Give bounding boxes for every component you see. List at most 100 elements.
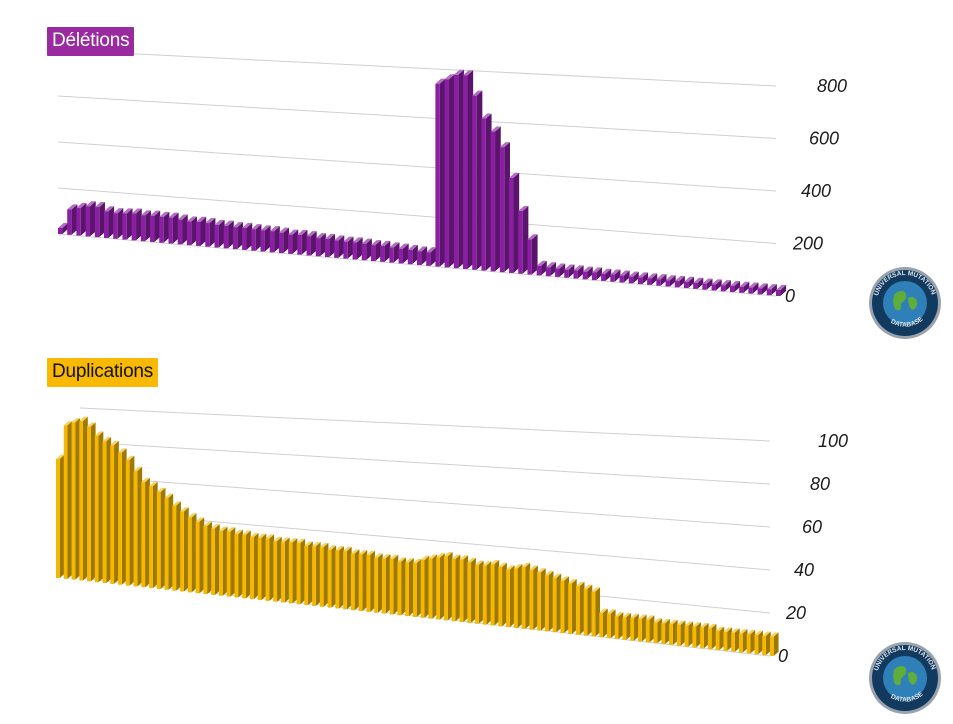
- bar-front: [361, 243, 367, 261]
- bar-front: [380, 245, 385, 262]
- bar-side: [71, 204, 78, 235]
- bar-side: [246, 222, 253, 250]
- bar-front: [426, 252, 431, 266]
- bar-side: [679, 276, 685, 288]
- bar-front: [738, 633, 743, 653]
- bar-side: [154, 210, 161, 242]
- bar-side: [310, 231, 317, 256]
- bar-front: [560, 580, 565, 634]
- bar-side: [264, 225, 271, 252]
- bar-side: [447, 551, 453, 621]
- gridline: [57, 187, 777, 244]
- bar-side: [541, 260, 547, 276]
- bar-top: [159, 211, 170, 217]
- bar-top: [739, 281, 750, 287]
- bar: [599, 608, 608, 638]
- bar-top: [731, 628, 740, 633]
- bar: [702, 278, 713, 290]
- bar: [297, 229, 308, 255]
- bar: [720, 280, 731, 292]
- bar-front: [453, 74, 459, 269]
- bar: [250, 532, 259, 600]
- bar: [509, 172, 520, 273]
- bar: [564, 264, 575, 278]
- bar: [186, 216, 197, 246]
- bar: [638, 614, 647, 642]
- bar-top: [172, 501, 181, 506]
- bar: [568, 579, 577, 634]
- bar-top: [645, 615, 655, 620]
- bar-front: [645, 619, 650, 643]
- bar-top: [665, 275, 676, 281]
- bar-side: [449, 74, 455, 268]
- bar-top: [232, 222, 244, 228]
- bar-front: [122, 213, 127, 240]
- bar-top: [757, 283, 768, 289]
- bar-side: [222, 526, 228, 596]
- bar-top: [315, 233, 326, 239]
- bar: [669, 619, 678, 645]
- bar-top: [319, 542, 329, 548]
- bar: [426, 247, 437, 266]
- bar: [407, 244, 418, 265]
- bar-front: [257, 537, 262, 601]
- bar-top: [251, 224, 262, 230]
- bar: [327, 545, 337, 608]
- bar-front: [739, 286, 744, 293]
- bar-top: [770, 632, 779, 637]
- bar-front: [250, 537, 254, 600]
- bar: [647, 273, 658, 285]
- bar-top: [575, 581, 585, 587]
- bar-top: [218, 526, 228, 531]
- bar-top: [568, 579, 577, 584]
- bar-side: [137, 466, 143, 587]
- bar: [164, 493, 174, 590]
- bar-front: [481, 118, 486, 271]
- bar-top: [420, 555, 430, 560]
- bar: [637, 272, 649, 285]
- bar: [653, 618, 663, 644]
- bar: [196, 216, 207, 246]
- bar-front: [527, 239, 532, 275]
- bar: [110, 440, 119, 584]
- bar: [453, 69, 464, 269]
- bar-side: [421, 246, 428, 265]
- gridline: [57, 141, 777, 192]
- bar-front: [707, 628, 712, 650]
- bar-side: [742, 629, 748, 653]
- bar: [428, 554, 438, 619]
- bar-top: [527, 234, 538, 240]
- bar-side: [485, 113, 492, 271]
- bar-top: [472, 90, 483, 96]
- bar-side: [509, 565, 515, 628]
- bar-front: [312, 546, 316, 606]
- bar-top: [518, 205, 529, 212]
- bar-top: [444, 551, 453, 557]
- bar: [475, 560, 484, 624]
- bar-top: [350, 549, 360, 554]
- bar-front: [343, 241, 348, 259]
- bar-front: [168, 217, 173, 244]
- bar-side: [401, 557, 407, 616]
- bar-side: [354, 549, 360, 611]
- bar-front: [94, 207, 100, 238]
- bar: [125, 455, 135, 586]
- bar-front: [297, 234, 302, 255]
- bar: [482, 561, 492, 625]
- bar-front: [413, 563, 417, 617]
- bar: [444, 551, 453, 621]
- bar-side: [191, 216, 197, 246]
- bar-front: [731, 632, 735, 652]
- bar-front: [334, 240, 339, 258]
- bar-front: [67, 209, 72, 235]
- bar: [168, 212, 179, 244]
- bar-top: [150, 210, 161, 216]
- bar-side: [618, 612, 624, 640]
- bar: [729, 280, 741, 293]
- bar-top: [195, 517, 205, 522]
- deletions-chart-title: Délétions: [47, 27, 135, 56]
- bar: [529, 565, 538, 630]
- bar-front: [343, 551, 347, 610]
- bar-top: [374, 553, 383, 558]
- bar-top: [509, 172, 520, 178]
